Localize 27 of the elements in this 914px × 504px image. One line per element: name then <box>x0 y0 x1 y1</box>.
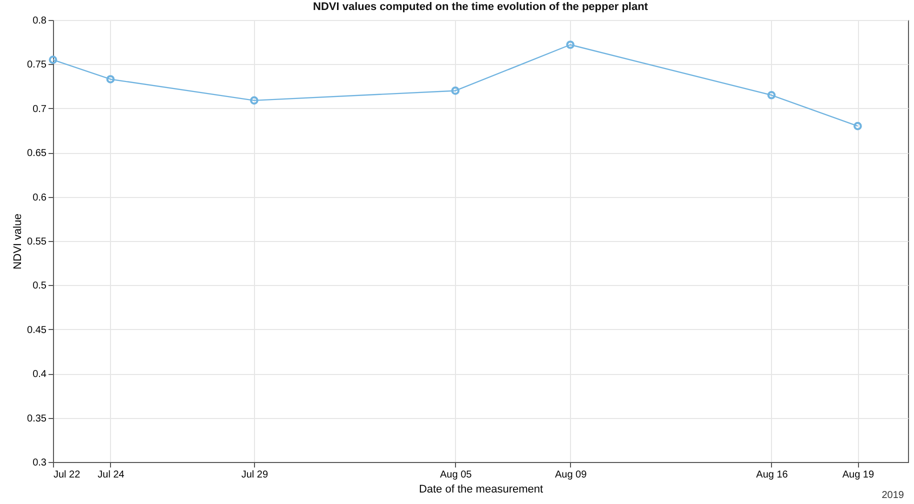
text: 2019 <box>882 490 904 501</box>
x-tick-label: Aug 16 <box>756 470 788 480</box>
x-axis-title: Date of the measurement <box>418 484 544 496</box>
point <box>106 75 115 84</box>
x-tick-label: Aug 19 <box>842 470 874 480</box>
x-tick-label: Aug 09 <box>554 470 588 480</box>
chart-title: NDVI values computed on the time evolution of the pepper plant <box>313 1 648 13</box>
x-tick-label: Jul 29 <box>241 470 268 480</box>
x-tick-label: Aug 05 <box>440 470 472 480</box>
x-tick-label: Jul 22 <box>54 470 81 480</box>
y-tick-label: 0.3 <box>32 458 47 468</box>
y-axis-title: NDVI value <box>12 214 24 270</box>
y-tick-label: 0.8 <box>32 16 47 26</box>
y-tick-label: 0.65 <box>27 148 47 160</box>
point <box>250 96 258 105</box>
y-tick-label: 0.45 <box>27 324 47 336</box>
y-tick-label: 0.55 <box>27 236 47 248</box>
y-tick-label: 0.75 <box>27 60 47 71</box>
y-tick-label: 0.35 <box>27 413 47 424</box>
y-tick-label: 0.6 <box>32 192 47 204</box>
y-tick-label: 0.7 <box>32 104 47 115</box>
point <box>451 86 460 95</box>
point <box>767 90 776 100</box>
x-tick-label: Jul 24 <box>98 470 125 480</box>
point <box>566 40 574 49</box>
y-tick-label: 0.5 <box>32 280 47 292</box>
y-tick-label: 0.4 <box>32 369 47 380</box>
